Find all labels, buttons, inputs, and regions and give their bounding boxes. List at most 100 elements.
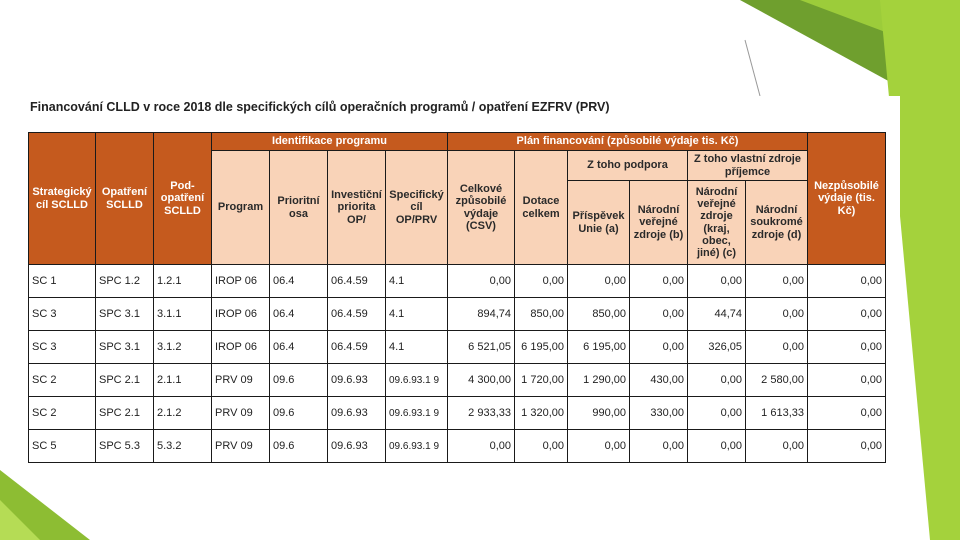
cell-specificky-cil: 09.6.93.1 9 bbox=[385, 396, 448, 430]
cell-prispevek-unie: 0,00 bbox=[567, 429, 630, 463]
header-podopatreni: Pod-opatření SCLLD bbox=[153, 132, 212, 265]
cell-narodni-verejne-c: 0,00 bbox=[687, 264, 746, 298]
cell-celkove-vydaje: 6 521,05 bbox=[447, 330, 515, 364]
cell-podopatreni: 5.3.2 bbox=[153, 429, 212, 463]
cell-narodni-verejne-b: 0,00 bbox=[629, 330, 688, 364]
cell-strategicky-cil: SC 3 bbox=[28, 330, 96, 364]
header-z-toho-vlastni-zdroje: Z toho vlastní zdroje příjemce bbox=[687, 150, 808, 181]
cell-podopatreni: 3.1.2 bbox=[153, 330, 212, 364]
cell-investicni-priorita: 06.4.59 bbox=[327, 297, 386, 331]
header-celkove-zpusobile-vydaje: Celkové způsobilé výdaje (CSV) bbox=[447, 150, 515, 265]
table-caption: Financování CLLD v roce 2018 dle specifi… bbox=[30, 100, 610, 114]
cell-narodni-soukrome-d: 0,00 bbox=[745, 429, 808, 463]
cell-prispevek-unie: 1 290,00 bbox=[567, 363, 630, 397]
cell-narodni-soukrome-d: 0,00 bbox=[745, 330, 808, 364]
cell-opatreni: SPC 2.1 bbox=[95, 363, 154, 397]
header-prioritni-osa: Prioritní osa bbox=[269, 150, 328, 265]
cell-celkove-vydaje: 0,00 bbox=[447, 429, 515, 463]
cell-narodni-soukrome-d: 2 580,00 bbox=[745, 363, 808, 397]
cell-celkove-vydaje: 2 933,33 bbox=[447, 396, 515, 430]
cell-program: IROP 06 bbox=[211, 330, 270, 364]
header-narodni-soukrome-zdroje: Národní soukromé zdroje (d) bbox=[745, 180, 808, 265]
cell-strategicky-cil: SC 2 bbox=[28, 363, 96, 397]
cell-narodni-soukrome-d: 1 613,33 bbox=[745, 396, 808, 430]
cell-podopatreni: 1.2.1 bbox=[153, 264, 212, 298]
cell-investicni-priorita: 06.4.59 bbox=[327, 264, 386, 298]
cell-specificky-cil: 09.6.93.1 9 bbox=[385, 363, 448, 397]
cell-dotace-celkem: 1 320,00 bbox=[514, 396, 568, 430]
cell-narodni-verejne-b: 330,00 bbox=[629, 396, 688, 430]
header-specificky-cil: Specifický cíl OP/PRV bbox=[385, 150, 448, 265]
thin-line bbox=[744, 39, 761, 97]
cell-prispevek-unie: 990,00 bbox=[567, 396, 630, 430]
cell-prioritni-osa: 06.4 bbox=[269, 297, 328, 331]
header-identifikace-programu: Identifikace programu bbox=[211, 132, 448, 151]
cell-prispevek-unie: 850,00 bbox=[567, 297, 630, 331]
cell-prioritni-osa: 06.4 bbox=[269, 264, 328, 298]
green-triangle-bottom-left-light bbox=[0, 500, 40, 540]
cell-narodni-soukrome-d: 0,00 bbox=[745, 264, 808, 298]
cell-program: PRV 09 bbox=[211, 429, 270, 463]
cell-narodni-verejne-c: 44,74 bbox=[687, 297, 746, 331]
cell-narodni-soukrome-d: 0,00 bbox=[745, 297, 808, 331]
cell-program: IROP 06 bbox=[211, 297, 270, 331]
cell-nezpusobile-vydaje: 0,00 bbox=[807, 297, 886, 331]
financing-table: Strategický cíl SCLLD Opatření SCLLD Pod… bbox=[28, 132, 886, 463]
header-investicni-priorita: Investiční priorita OP/ bbox=[327, 150, 386, 265]
cell-nezpusobile-vydaje: 0,00 bbox=[807, 429, 886, 463]
cell-prioritni-osa: 09.6 bbox=[269, 396, 328, 430]
cell-strategicky-cil: SC 1 bbox=[28, 264, 96, 298]
cell-dotace-celkem: 0,00 bbox=[514, 264, 568, 298]
cell-specificky-cil: 4.1 bbox=[385, 297, 448, 331]
header-plan-financovani: Plán financování (způsobilé výdaje tis. … bbox=[447, 132, 808, 151]
cell-investicni-priorita: 09.6.93 bbox=[327, 396, 386, 430]
cell-prioritni-osa: 09.6 bbox=[269, 429, 328, 463]
header-dotace-celkem: Dotace celkem bbox=[514, 150, 568, 265]
cell-podopatreni: 3.1.1 bbox=[153, 297, 212, 331]
cell-narodni-verejne-c: 0,00 bbox=[687, 396, 746, 430]
cell-prioritni-osa: 06.4 bbox=[269, 330, 328, 364]
header-narodni-verejne-zdroje-b: Národní veřejné zdroje (b) bbox=[629, 180, 688, 265]
cell-prispevek-unie: 0,00 bbox=[567, 264, 630, 298]
cell-opatreni: SPC 5.3 bbox=[95, 429, 154, 463]
cell-nezpusobile-vydaje: 0,00 bbox=[807, 363, 886, 397]
cell-strategicky-cil: SC 2 bbox=[28, 396, 96, 430]
cell-investicni-priorita: 06.4.59 bbox=[327, 330, 386, 364]
cell-narodni-verejne-b: 430,00 bbox=[629, 363, 688, 397]
cell-dotace-celkem: 6 195,00 bbox=[514, 330, 568, 364]
cell-celkove-vydaje: 894,74 bbox=[447, 297, 515, 331]
cell-nezpusobile-vydaje: 0,00 bbox=[807, 330, 886, 364]
table-body: SC 1 SPC 1.2 1.2.1 IROP 06 06.4 06.4.59 4.1 0,0… bbox=[28, 264, 886, 463]
cell-opatreni: SPC 1.2 bbox=[95, 264, 154, 298]
cell-strategicky-cil: SC 3 bbox=[28, 297, 96, 331]
cell-prispevek-unie: 6 195,00 bbox=[567, 330, 630, 364]
cell-strategicky-cil: SC 5 bbox=[28, 429, 96, 463]
cell-dotace-celkem: 850,00 bbox=[514, 297, 568, 331]
table-row: SC 1 SPC 1.2 1.2.1 IROP 06 06.4 06.4.59 4.1 0,0… bbox=[28, 264, 886, 298]
cell-narodni-verejne-c: 0,00 bbox=[687, 429, 746, 463]
table-row: SC 3 SPC 3.1 3.1.2 IROP 06 06.4 06.4.59 4.1 6 5… bbox=[28, 330, 886, 364]
cell-narodni-verejne-c: 0,00 bbox=[687, 363, 746, 397]
cell-dotace-celkem: 1 720,00 bbox=[514, 363, 568, 397]
cell-podopatreni: 2.1.1 bbox=[153, 363, 212, 397]
cell-podopatreni: 2.1.2 bbox=[153, 396, 212, 430]
cell-narodni-verejne-c: 326,05 bbox=[687, 330, 746, 364]
cell-specificky-cil: 4.1 bbox=[385, 264, 448, 298]
cell-opatreni: SPC 2.1 bbox=[95, 396, 154, 430]
cell-program: PRV 09 bbox=[211, 363, 270, 397]
header-opatreni: Opatření SCLLD bbox=[95, 132, 154, 265]
header-program: Program bbox=[211, 150, 270, 265]
table-row: SC 2 SPC 2.1 2.1.1 PRV 09 09.6 09.6.93 09.6.93… bbox=[28, 363, 886, 397]
header-strategicky-cil: Strategický cíl SCLLD bbox=[28, 132, 96, 265]
header-narodni-verejne-zdroje-c: Národní veřejné zdroje (kraj, obec, jiné… bbox=[687, 180, 746, 265]
cell-investicni-priorita: 09.6.93 bbox=[327, 429, 386, 463]
green-band-right bbox=[880, 0, 960, 540]
cell-investicni-priorita: 09.6.93 bbox=[327, 363, 386, 397]
header-z-toho-podpora: Z toho podpora bbox=[567, 150, 688, 181]
financing-table-image: Financování CLLD v roce 2018 dle specifi… bbox=[28, 96, 900, 478]
cell-program: PRV 09 bbox=[211, 396, 270, 430]
cell-specificky-cil: 09.6.93.1 9 bbox=[385, 429, 448, 463]
table-row: SC 5 SPC 5.3 5.3.2 PRV 09 09.6 09.6.93 09.6.93… bbox=[28, 429, 886, 463]
cell-prioritni-osa: 09.6 bbox=[269, 363, 328, 397]
